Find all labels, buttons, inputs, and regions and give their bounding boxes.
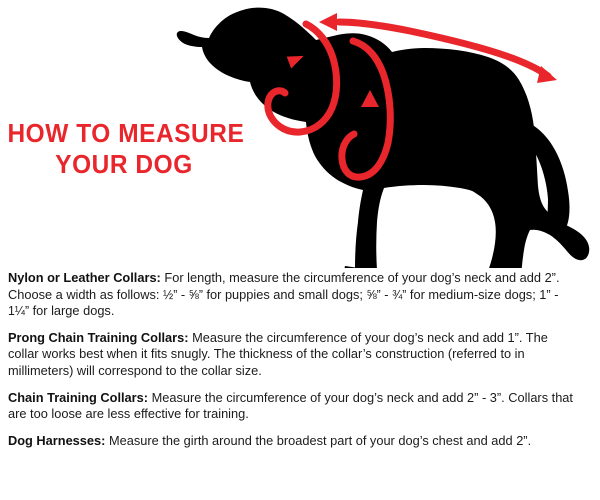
width-value-five-eighths-inch: ⅝” <box>188 287 203 302</box>
instruction-text: Measure the circumference of your dog’s … <box>8 389 573 422</box>
neck-circumference-arrow <box>264 20 341 136</box>
instructions-list: Nylon or Leather Collars: For length, me… <box>8 270 592 449</box>
measurement-arrows-group <box>264 13 557 181</box>
width-value-three-quarters-inch: ¾” <box>392 287 407 302</box>
instruction-term: Prong Chain Training Collars: <box>8 329 189 345</box>
instruction-term: Chain Training Collars: <box>8 389 149 405</box>
instruction-nylon-or-leather-collars: Nylon or Leather Collars: For length, me… <box>8 270 574 320</box>
instruction-dog-harnesses: Dog Harnesses: Measure the girth around … <box>8 433 574 450</box>
width-value-one-and-quarter-inch: 1¼” <box>8 304 30 319</box>
instruction-text: - <box>177 286 189 302</box>
instruction-text: Measure the circumference of your dog’s … <box>8 329 548 378</box>
instruction-text: for puppies and small dogs; <box>202 286 367 302</box>
instruction-prong-chain-training-collars: Prong Chain Training Collars: Measure th… <box>8 330 574 380</box>
page-title: HOW TO MEASURE YOUR DOG <box>0 118 248 180</box>
instruction-text: - <box>380 286 393 302</box>
page-title-line-2: YOUR DOG <box>55 149 193 179</box>
chest-girth-arrow <box>338 37 394 181</box>
dog-silhouette <box>176 7 590 268</box>
instruction-term: Dog Harnesses: <box>8 432 106 448</box>
instruction-text: Measure the girth around the broadest pa… <box>105 432 532 448</box>
width-value-half-inch: ½” <box>163 287 178 302</box>
instruction-term: Nylon or Leather Collars: <box>8 270 161 285</box>
dog-illustration <box>176 7 590 268</box>
instruction-text: For length, measure the circumference of… <box>8 270 560 302</box>
width-value-five-eighths-inch-2: ⅝” <box>366 287 381 302</box>
back-length-arrow <box>319 13 557 83</box>
dog-tail <box>519 124 570 235</box>
dog-silhouette-svg <box>176 7 590 268</box>
page-title-line-1: HOW TO MEASURE <box>7 118 245 148</box>
instruction-text: for medium-size dogs; 1” - <box>406 286 559 302</box>
instruction-text: for large dogs. <box>29 303 115 319</box>
instruction-chain-training-collars: Chain Training Collars: Measure the circ… <box>8 390 574 423</box>
